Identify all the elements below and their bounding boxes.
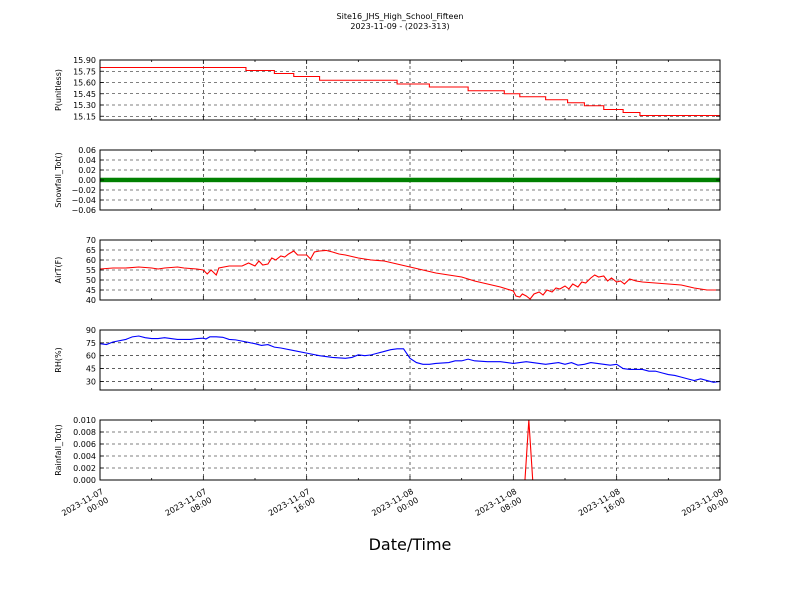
- y-tick-label: 15.45: [73, 90, 96, 99]
- y-tick-label: 40: [86, 296, 96, 305]
- y-tick-label: 15.15: [73, 112, 96, 121]
- y-tick-label: −0.04: [71, 196, 96, 205]
- y-tick-label: 0.006: [73, 440, 96, 449]
- figure-title: Site16_JHS_High_School_Fifteen: [337, 12, 464, 21]
- y-tick-label: −0.06: [71, 206, 96, 215]
- y-tick-label: 75: [86, 339, 96, 348]
- y-tick-label: 50: [86, 276, 96, 285]
- y-tick-label: 60: [86, 256, 96, 265]
- y-tick-label: 0.008: [73, 428, 96, 437]
- y-tick-label: 60: [86, 352, 96, 361]
- y-tick-label: 55: [86, 266, 96, 275]
- y-tick-label: 90: [86, 326, 96, 335]
- series-line-4: [100, 335, 720, 383]
- panel-2: −0.06−0.04−0.020.000.020.040.06 Snowfall_…: [54, 146, 721, 215]
- y-tick-label: 45: [86, 365, 96, 374]
- y-axis-label: P(unitless): [54, 69, 63, 111]
- y-tick-label: 0.010: [73, 416, 96, 425]
- panel-4: 30 45 60 75 90 RH(%): [54, 326, 721, 391]
- series-line-1: [100, 66, 720, 117]
- y-tick-label: 0.002: [73, 464, 96, 473]
- y-tick-label: 70: [86, 236, 96, 245]
- y-tick-label: 0.04: [78, 156, 96, 165]
- panel-1: 15.15 15.30 15.45 15.60 15.75 15.90 P(unitless…: [54, 56, 721, 121]
- y-tick-label: 15.30: [73, 101, 96, 110]
- y-tick-label: 0.004: [73, 452, 96, 461]
- y-tick-label: 15.60: [73, 79, 96, 88]
- y-tick-label: 30: [86, 377, 96, 386]
- y-tick-label: 0.00: [78, 176, 96, 185]
- panels: 15.15 15.30 15.45 15.60 15.75 15.90 P(unitless…: [54, 56, 721, 485]
- panel-5: 0.000 0.002 0.004 0.006 0.008 0.010 Rainfall_T…: [54, 416, 721, 485]
- y-tick-label: 15.75: [73, 67, 96, 76]
- y-tick-label: 45: [86, 286, 96, 295]
- y-tick-label: 15.90: [73, 56, 96, 65]
- series-points-2: [100, 177, 720, 183]
- figure-subtitle: 2023-11-09 - (2023-313): [350, 22, 449, 31]
- x-axis-label: Date/Time: [369, 535, 452, 554]
- series-line-3: [100, 249, 720, 300]
- y-tick-label: 0.000: [73, 476, 96, 485]
- y-axis-label: RH(%): [54, 347, 63, 372]
- y-tick-label: −0.02: [71, 186, 96, 195]
- y-tick-label: 65: [86, 246, 96, 255]
- y-tick-label: 0.02: [78, 166, 96, 175]
- y-axis-label: Rainfall_Tot(): [54, 424, 63, 476]
- y-axis-label: AirT(F): [54, 257, 63, 284]
- y-tick-label: 0.06: [78, 146, 96, 155]
- y-axis-label: Snowfall_Tot(): [54, 152, 63, 208]
